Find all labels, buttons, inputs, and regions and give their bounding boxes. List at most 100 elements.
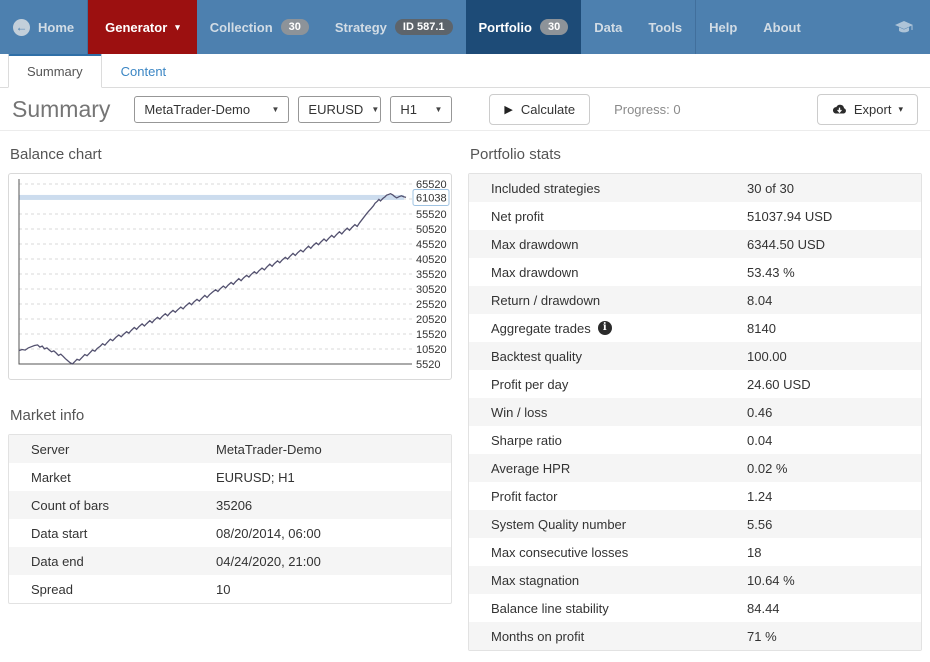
period-select[interactable]: H1 ▼ <box>390 95 453 123</box>
table-row: Sharpe ratio 0.04 <box>469 426 921 454</box>
nav-item-label: Strategy <box>334 19 387 35</box>
row-label: Net profit <box>491 208 544 224</box>
right-column: Portfolio stats Included strategies 30 of… <box>468 131 922 651</box>
row-label: Win / loss <box>491 404 548 420</box>
table-row: Return / drawdown 8.04 <box>469 286 921 314</box>
row-label: Profit per day <box>491 376 569 392</box>
graduation-cap-icon[interactable] <box>894 20 914 35</box>
nav-item-about[interactable]: About <box>750 0 814 54</box>
server-select[interactable]: MetaTrader-Demo ▼ <box>134 95 290 123</box>
row-value: 10.64 % <box>747 572 795 588</box>
row-label: Sharpe ratio <box>491 432 562 448</box>
table-row: Included strategies 30 of 30 <box>469 174 921 202</box>
chevron-down-icon: ▾ <box>898 103 903 114</box>
balance-chart-heading: Balance chart <box>10 146 102 163</box>
chevron-down-icon: ▼ <box>434 104 443 114</box>
svg-text:55520: 55520 <box>416 209 447 221</box>
nav-item-portfolio[interactable]: Portfolio 30 <box>465 0 582 54</box>
current-balance-band <box>19 194 404 200</box>
table-row: Backtest quality 100.00 <box>469 342 921 370</box>
row-label: Data start <box>31 525 88 541</box>
table-row: Max drawdown 6344.50 USD <box>469 230 921 258</box>
nav-item-home[interactable]: ← Home <box>0 0 87 54</box>
info-icon[interactable]: i <box>597 321 612 335</box>
table-row: Spread 10 <box>9 575 451 603</box>
table-row: Profit per day 24.60 USD <box>469 370 921 398</box>
row-label: Months on profit <box>491 628 585 644</box>
row-value: 8140 <box>747 320 776 336</box>
tab-bar: Summary Content <box>0 54 930 88</box>
tab-content[interactable]: Content <box>120 64 167 79</box>
row-value: 24.60 USD <box>747 376 811 392</box>
nav-item-label: Collection <box>209 19 273 35</box>
svg-text:30520: 30520 <box>416 284 447 296</box>
nav-item-tools[interactable]: Tools <box>635 0 695 54</box>
page-title: Summary <box>12 95 111 122</box>
market-info-table: Server MetaTrader-Demo Market EURUSD; H1 Cou… <box>8 434 452 604</box>
row-value: 6344.50 USD <box>747 236 826 252</box>
table-row: Months on profit 71 % <box>469 622 921 650</box>
table-row: Net profit 51037.94 USD <box>469 202 921 230</box>
calculate-button[interactable]: ▶ Calculate <box>489 93 591 125</box>
nav-divider <box>87 0 89 54</box>
table-row: Market EURUSD; H1 <box>9 463 451 491</box>
row-value: 0.02 % <box>747 460 788 476</box>
market-info-heading: Market info <box>10 407 85 424</box>
row-value: 0.46 <box>747 404 773 420</box>
table-row: System Quality number 5.56 <box>469 510 921 538</box>
cloud-download-icon <box>832 104 846 113</box>
tab-summary[interactable]: Summary <box>8 54 102 88</box>
row-label: Spread <box>31 581 73 597</box>
svg-text:50520: 50520 <box>416 224 447 236</box>
nav-item-label: About <box>763 19 801 35</box>
row-value: 08/20/2014, 06:00 <box>216 525 321 541</box>
play-icon: ▶ <box>504 103 513 116</box>
nav-badge: 30 <box>280 19 309 35</box>
row-value: MetaTrader-Demo <box>216 441 322 457</box>
nav-item-generator[interactable]: Generator ▾ <box>88 0 197 54</box>
back-circle-icon: ← <box>13 18 30 36</box>
row-label: Server <box>31 441 70 457</box>
balance-line <box>18 192 407 365</box>
main-content: Balance chart 65520 55520 50520 45520 40520 3… <box>0 131 930 651</box>
portfolio-stats-table: Included strategies 30 of 30 Net profit 510… <box>468 173 922 651</box>
nav-item-strategy[interactable]: Strategy ID 587.1 <box>322 0 466 54</box>
svg-text:40520: 40520 <box>416 254 447 266</box>
row-label: Max drawdown <box>491 264 579 280</box>
nav-item-collection[interactable]: Collection 30 <box>197 0 322 54</box>
row-value: 84.44 <box>747 600 780 616</box>
nav-item-label: Data <box>594 19 623 35</box>
nav-badge: 30 <box>539 19 569 35</box>
export-button[interactable]: Export ▾ <box>816 93 918 125</box>
nav-right <box>894 0 930 54</box>
row-value: 100.00 <box>747 348 787 364</box>
row-label: Max consecutive losses <box>491 544 629 560</box>
table-row: Average HPR 0.02 % <box>469 454 921 482</box>
row-label: Max stagnation <box>491 572 580 588</box>
table-row: Aggregate trades i 8140 <box>469 314 921 342</box>
nav-item-label: Tools <box>648 19 683 35</box>
row-value: 35206 <box>216 497 253 513</box>
chevron-down-icon: ▾ <box>175 21 180 32</box>
chevron-down-icon: ▼ <box>271 104 280 114</box>
balance-chart-panel: 65520 55520 50520 45520 40520 35520 30520 25520… <box>8 173 452 380</box>
row-value: 04/24/2020, 21:00 <box>216 553 321 569</box>
row-label: System Quality number <box>491 516 627 532</box>
table-row: Max drawdown 53.43 % <box>469 258 921 286</box>
nav-item-help[interactable]: Help <box>696 0 750 54</box>
row-value: 51037.94 USD <box>747 208 833 224</box>
row-value: 8.04 <box>747 292 773 308</box>
navbar: ← Home Generator ▾ Collection 30 Strategy ID 58… <box>0 0 930 54</box>
table-row: Data start 08/20/2014, 06:00 <box>9 519 451 547</box>
chevron-down-icon: ▼ <box>371 104 380 114</box>
row-value: 5.56 <box>747 516 773 532</box>
row-value: 71 % <box>747 628 777 644</box>
svg-text:45520: 45520 <box>416 239 447 251</box>
symbol-select[interactable]: EURUSD ▼ <box>298 95 382 123</box>
row-label: Profit factor <box>491 488 558 504</box>
row-label: Data end <box>31 553 84 569</box>
table-row: Balance line stability 84.44 <box>469 594 921 622</box>
table-row: Server MetaTrader-Demo <box>9 435 451 463</box>
nav-item-label: Portfolio <box>478 19 532 35</box>
nav-item-data[interactable]: Data <box>581 0 635 54</box>
